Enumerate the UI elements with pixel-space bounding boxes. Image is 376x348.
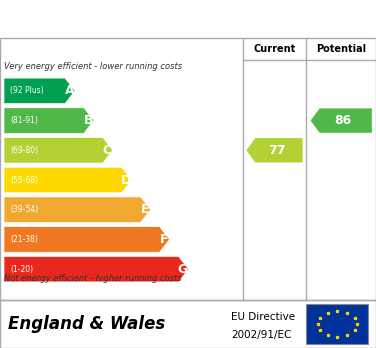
Text: (69-80): (69-80) [10, 146, 38, 155]
Text: D: D [121, 174, 131, 187]
Text: England & Wales: England & Wales [8, 315, 165, 333]
Text: Energy Efficiency Rating: Energy Efficiency Rating [8, 10, 255, 28]
Text: (1-20): (1-20) [10, 264, 33, 274]
Bar [306, 304, 368, 344]
Polygon shape [4, 256, 188, 282]
Text: (55-68): (55-68) [10, 175, 38, 184]
Polygon shape [246, 138, 303, 163]
Text: 77: 77 [268, 144, 285, 157]
Polygon shape [4, 108, 94, 133]
Text: Current: Current [253, 44, 296, 54]
Text: C: C [103, 144, 112, 157]
Polygon shape [311, 108, 372, 133]
Polygon shape [4, 78, 75, 104]
Text: Potential: Potential [316, 44, 366, 54]
Text: G: G [178, 263, 188, 276]
Text: (81-91): (81-91) [10, 116, 38, 125]
Text: 2002/91/EC: 2002/91/EC [231, 330, 292, 340]
Text: (92 Plus): (92 Plus) [10, 86, 44, 95]
Text: 86: 86 [335, 114, 352, 127]
Text: (21-38): (21-38) [10, 235, 38, 244]
Text: E: E [141, 203, 149, 216]
Text: EU Directive: EU Directive [231, 312, 296, 322]
Polygon shape [4, 167, 132, 193]
Text: B: B [83, 114, 93, 127]
Polygon shape [4, 197, 151, 222]
Text: A: A [65, 84, 74, 97]
Polygon shape [4, 137, 113, 163]
Text: (39-54): (39-54) [10, 205, 38, 214]
Text: Not energy efficient - higher running costs: Not energy efficient - higher running co… [4, 274, 182, 283]
Text: F: F [160, 233, 168, 246]
Text: Very energy efficient - lower running costs: Very energy efficient - lower running co… [4, 62, 182, 71]
Polygon shape [4, 227, 170, 252]
